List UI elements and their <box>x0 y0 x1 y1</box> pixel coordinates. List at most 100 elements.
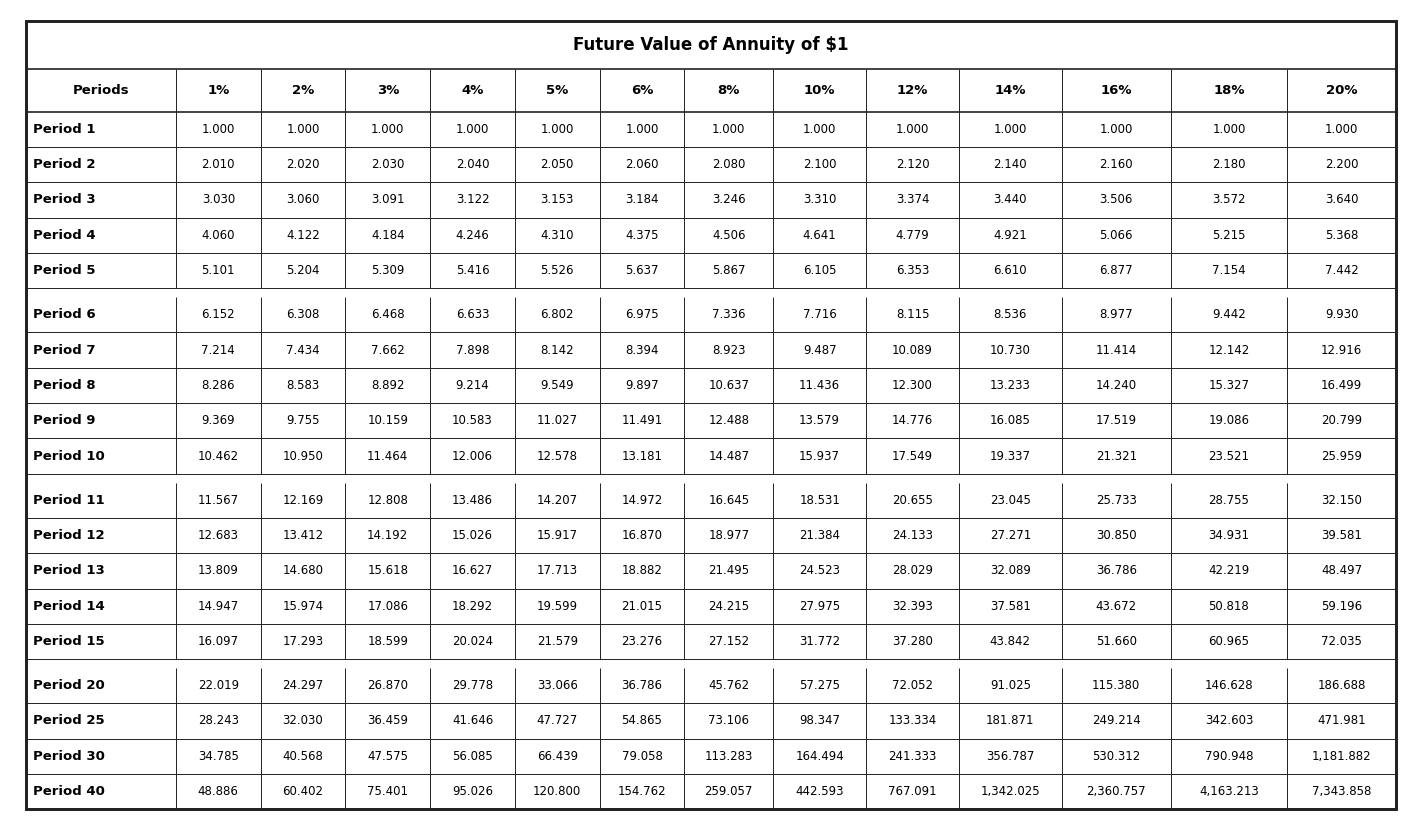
Text: 4.060: 4.060 <box>202 229 235 242</box>
Text: 1.000: 1.000 <box>540 123 574 136</box>
Text: 57.275: 57.275 <box>799 679 840 692</box>
Text: 27.271: 27.271 <box>990 529 1031 542</box>
Text: 18.977: 18.977 <box>708 529 749 542</box>
Text: 11.436: 11.436 <box>799 379 840 392</box>
Text: 8.115: 8.115 <box>896 308 930 321</box>
Text: 11.027: 11.027 <box>536 414 577 427</box>
Text: 72.052: 72.052 <box>892 679 933 692</box>
Text: 24.215: 24.215 <box>708 599 749 613</box>
Text: 66.439: 66.439 <box>536 749 577 763</box>
Text: 2.140: 2.140 <box>994 159 1027 171</box>
Text: 120.800: 120.800 <box>533 785 582 798</box>
Text: 3.506: 3.506 <box>1099 193 1133 207</box>
Text: 2.050: 2.050 <box>540 159 574 171</box>
Text: 13.809: 13.809 <box>198 564 239 578</box>
Text: 4.641: 4.641 <box>803 229 836 242</box>
Text: 12.808: 12.808 <box>367 494 408 506</box>
Text: Period 11: Period 11 <box>33 494 104 506</box>
Text: 15.327: 15.327 <box>1209 379 1250 392</box>
Text: 13.233: 13.233 <box>990 379 1031 392</box>
Text: 29.778: 29.778 <box>452 679 493 692</box>
Text: 39.581: 39.581 <box>1321 529 1362 542</box>
Text: 40.568: 40.568 <box>283 749 323 763</box>
Text: 9.487: 9.487 <box>803 344 836 357</box>
Text: 73.106: 73.106 <box>708 715 749 727</box>
Text: 12.300: 12.300 <box>892 379 933 392</box>
Text: 9.755: 9.755 <box>286 414 320 427</box>
Text: 2.080: 2.080 <box>712 159 745 171</box>
Text: 21.579: 21.579 <box>536 635 577 648</box>
Text: 32.030: 32.030 <box>283 715 323 727</box>
Text: 4.375: 4.375 <box>626 229 658 242</box>
Text: 5.066: 5.066 <box>1099 229 1133 242</box>
Text: 164.494: 164.494 <box>795 749 845 763</box>
Text: 2.060: 2.060 <box>626 159 658 171</box>
Text: 2.030: 2.030 <box>371 159 404 171</box>
Text: 8.923: 8.923 <box>712 344 745 357</box>
Text: 19.337: 19.337 <box>990 450 1031 462</box>
Text: 15.937: 15.937 <box>799 450 840 462</box>
Text: 530.312: 530.312 <box>1092 749 1140 763</box>
Text: Period 25: Period 25 <box>33 715 104 727</box>
Text: 13.181: 13.181 <box>621 450 663 462</box>
Text: 14.240: 14.240 <box>1096 379 1136 392</box>
Text: 115.380: 115.380 <box>1092 679 1140 692</box>
Text: 5.637: 5.637 <box>626 264 658 277</box>
Text: 20.799: 20.799 <box>1321 414 1362 427</box>
Text: 3%: 3% <box>377 84 400 97</box>
Text: 4.184: 4.184 <box>371 229 405 242</box>
Text: 1.000: 1.000 <box>994 123 1027 136</box>
Text: 10.583: 10.583 <box>452 414 493 427</box>
Text: 2.120: 2.120 <box>896 159 930 171</box>
Text: Period 40: Period 40 <box>33 785 105 798</box>
Text: 18.531: 18.531 <box>799 494 840 506</box>
Text: 12%: 12% <box>897 84 929 97</box>
Text: 12.578: 12.578 <box>536 450 577 462</box>
Text: 4.246: 4.246 <box>455 229 489 242</box>
Text: 21.321: 21.321 <box>1096 450 1136 462</box>
Text: 2.200: 2.200 <box>1325 159 1358 171</box>
Text: 31.772: 31.772 <box>799 635 840 648</box>
Text: 36.786: 36.786 <box>1096 564 1136 578</box>
Text: 5.101: 5.101 <box>202 264 235 277</box>
Text: 3.060: 3.060 <box>286 193 320 207</box>
Text: 4.779: 4.779 <box>896 229 930 242</box>
Text: 15.917: 15.917 <box>536 529 577 542</box>
Text: 4,163.213: 4,163.213 <box>1199 785 1258 798</box>
Text: 2%: 2% <box>292 84 314 97</box>
Text: 23.045: 23.045 <box>990 494 1031 506</box>
Text: 5.526: 5.526 <box>540 264 574 277</box>
Text: 5.416: 5.416 <box>455 264 489 277</box>
Text: 14.680: 14.680 <box>283 564 324 578</box>
Text: 7.434: 7.434 <box>286 344 320 357</box>
Text: 2.100: 2.100 <box>803 159 836 171</box>
Text: 5.867: 5.867 <box>712 264 745 277</box>
Text: 17.713: 17.713 <box>536 564 577 578</box>
Text: 32.393: 32.393 <box>892 599 933 613</box>
Text: 32.150: 32.150 <box>1321 494 1362 506</box>
Text: 19.599: 19.599 <box>536 599 577 613</box>
Text: 16.870: 16.870 <box>621 529 663 542</box>
Text: 21.384: 21.384 <box>799 529 840 542</box>
Text: 7.716: 7.716 <box>803 308 836 321</box>
Text: Period 9: Period 9 <box>33 414 95 427</box>
Text: 4.122: 4.122 <box>286 229 320 242</box>
Text: 14.972: 14.972 <box>621 494 663 506</box>
Text: 181.871: 181.871 <box>985 715 1035 727</box>
Text: 43.672: 43.672 <box>1096 599 1136 613</box>
Text: 9.442: 9.442 <box>1212 308 1246 321</box>
Text: 48.886: 48.886 <box>198 785 239 798</box>
Text: 7.214: 7.214 <box>202 344 235 357</box>
Text: 7.898: 7.898 <box>456 344 489 357</box>
Text: 19.086: 19.086 <box>1209 414 1250 427</box>
Text: 5%: 5% <box>546 84 569 97</box>
Text: 1.000: 1.000 <box>202 123 235 136</box>
Text: 10.637: 10.637 <box>708 379 749 392</box>
Text: 13.486: 13.486 <box>452 494 493 506</box>
Text: 28.029: 28.029 <box>892 564 933 578</box>
Text: 36.786: 36.786 <box>621 679 663 692</box>
Text: 1.000: 1.000 <box>626 123 658 136</box>
Text: 9.214: 9.214 <box>455 379 489 392</box>
Text: 146.628: 146.628 <box>1204 679 1253 692</box>
Text: Period 4: Period 4 <box>33 229 95 242</box>
